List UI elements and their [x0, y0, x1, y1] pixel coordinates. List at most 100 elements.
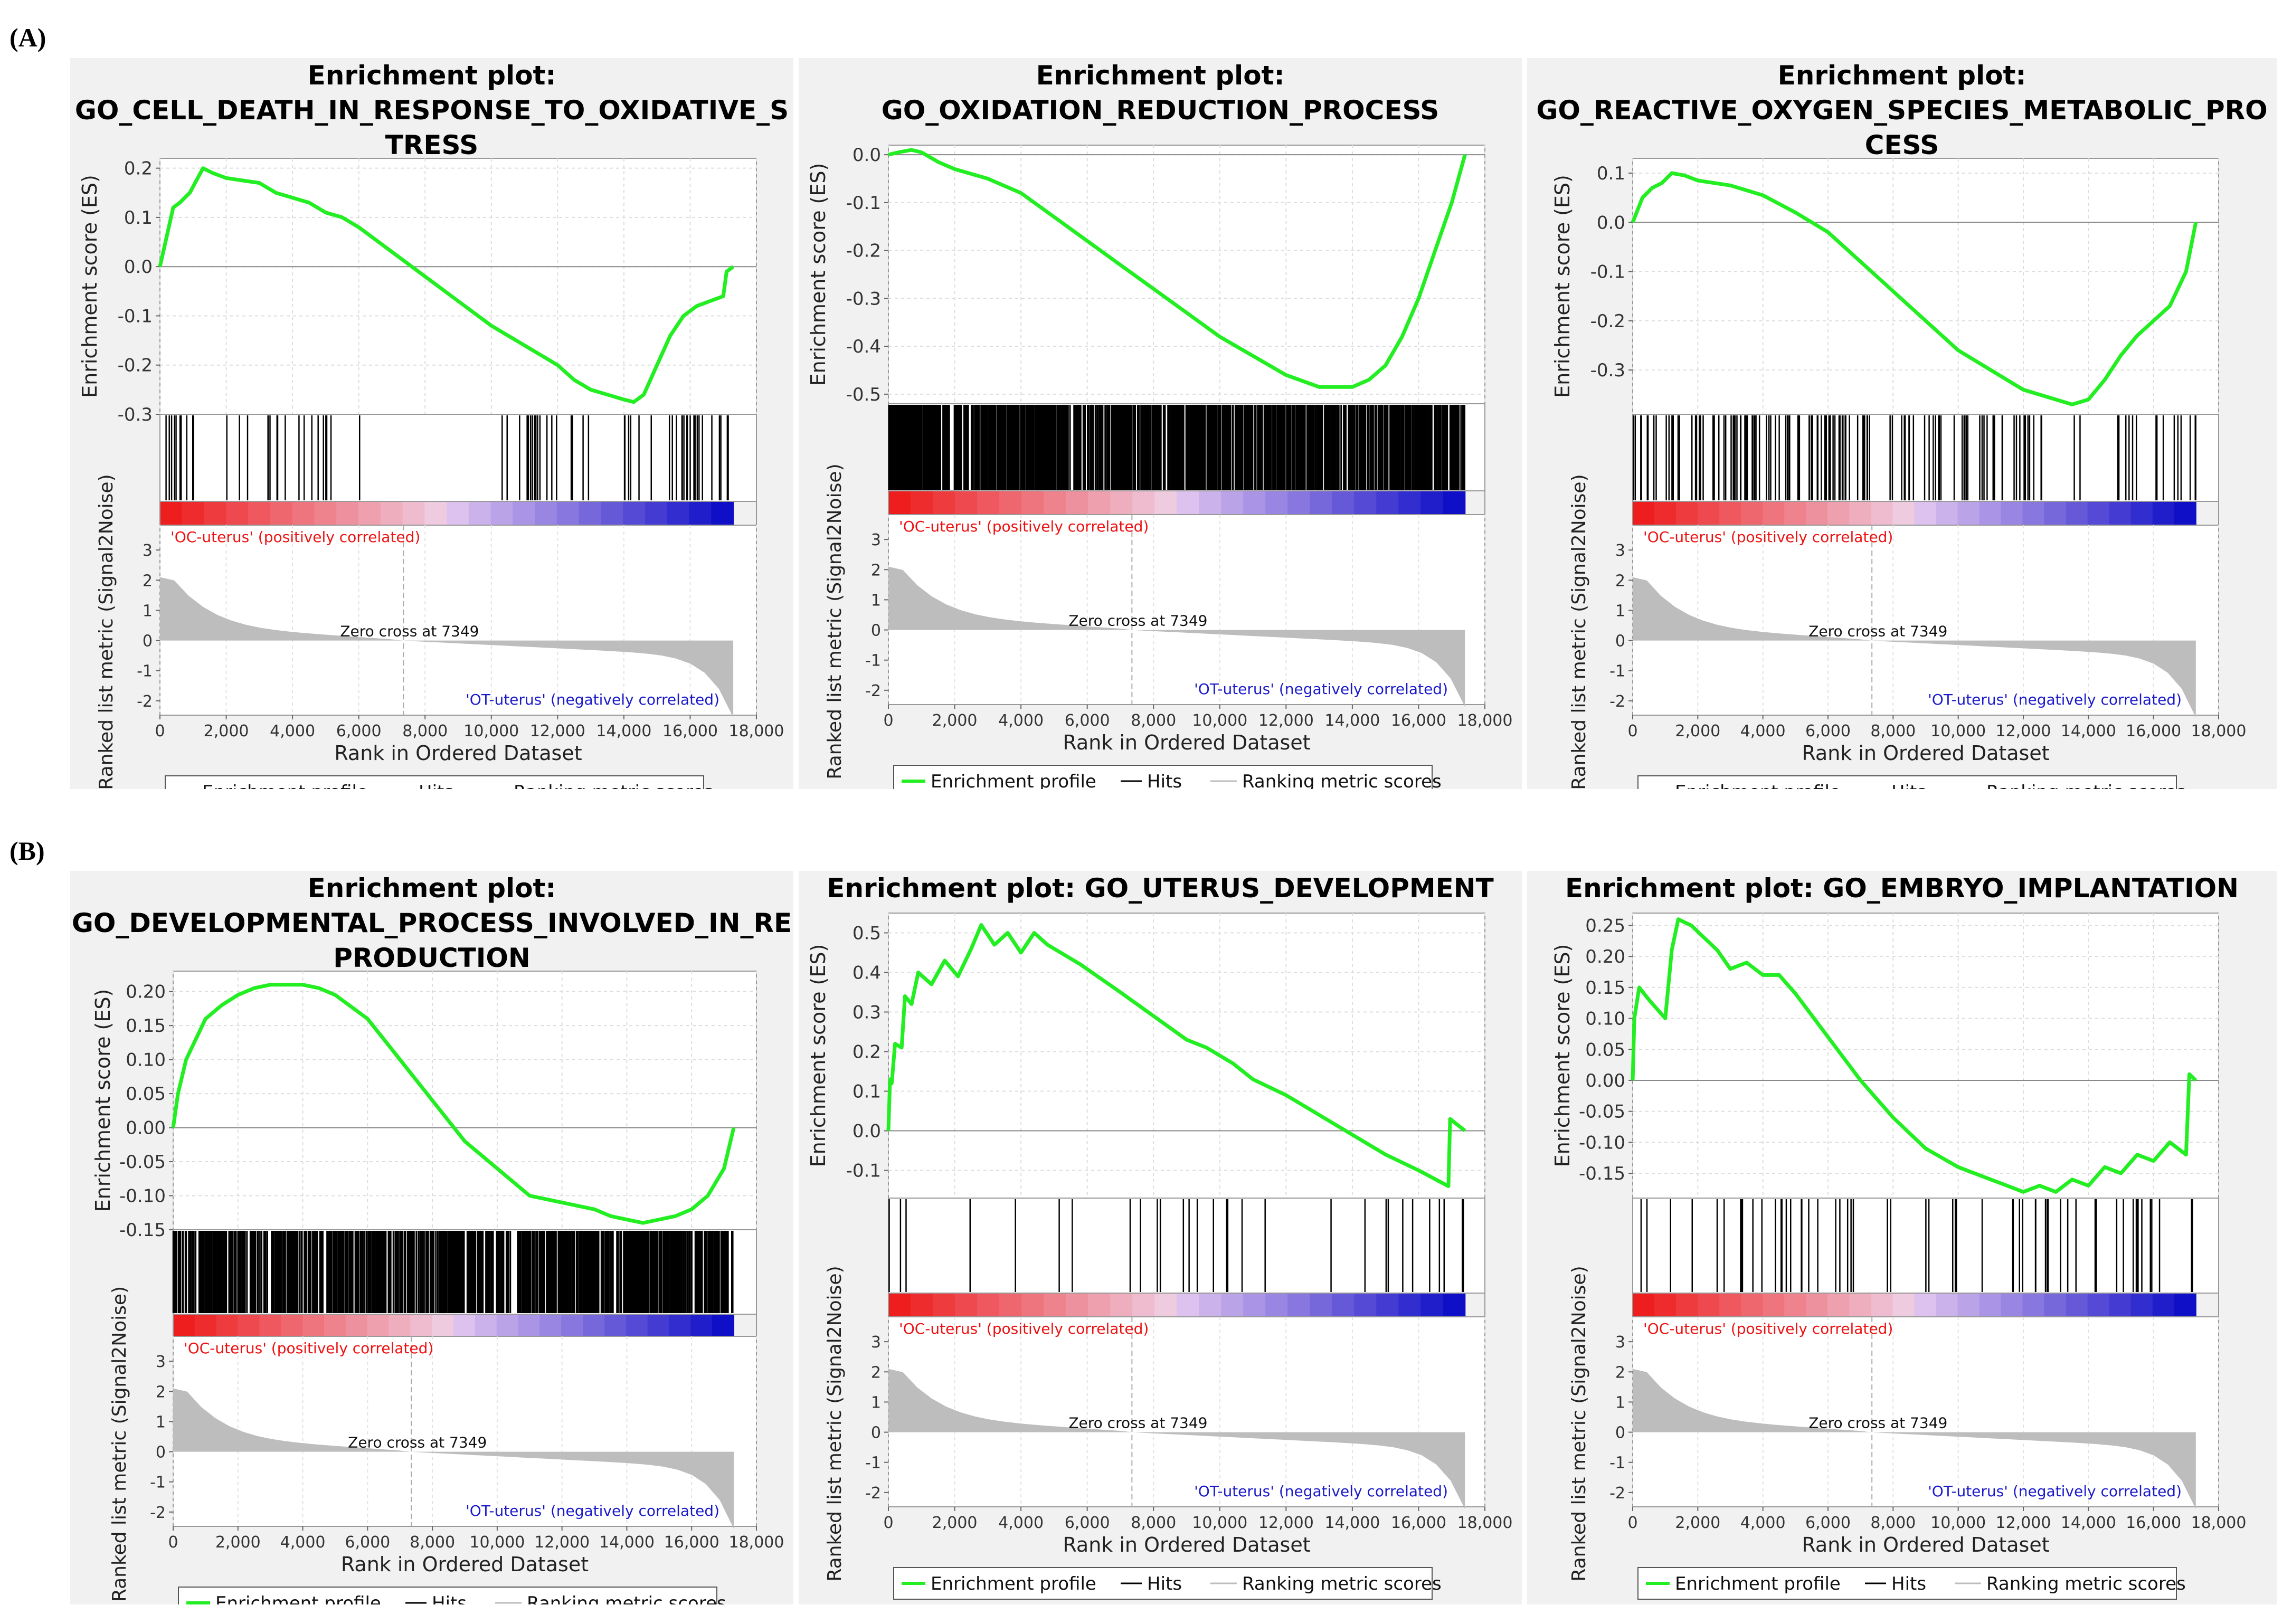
x-tick-label: 4,000 [1740, 1514, 1786, 1532]
color-bar-segment [2130, 501, 2153, 525]
color-bar-segment [314, 501, 337, 525]
es-plot-area [888, 145, 1485, 404]
color-bar-segment [336, 501, 359, 525]
color-bar-segment [1979, 501, 2002, 525]
hit-lines [888, 1199, 1464, 1292]
metric-tick-label: 2 [1615, 1363, 1625, 1382]
y-tick-label: -0.10 [1579, 1132, 1625, 1153]
chart-title: Enrichment plot: [308, 60, 556, 91]
legend-hits-label: Hits [432, 1593, 467, 1604]
x-tick-label: 16,000 [664, 1533, 719, 1552]
color-bar-segment [1088, 491, 1111, 515]
enrichment-plot-svg: Enrichment plot: GO_EMBRYO_IMPLANTATION 0… [1551, 873, 2246, 1600]
legend-box [893, 765, 1433, 789]
metric-tick-label: -2 [1609, 692, 1625, 711]
positive-correlation-label: 'OC-uterus' (positively correlated) [184, 1340, 433, 1357]
x-axis-label: Rank in Ordered Dataset [334, 742, 582, 765]
x-tick-label: 0 [1627, 722, 1637, 740]
legend-metric-label: Ranking metric scores [527, 1593, 726, 1604]
color-bar-segment [270, 501, 293, 525]
x-tick-label: 16,000 [2126, 1514, 2181, 1532]
legend-box [178, 1587, 717, 1604]
metric-tick-label: 3 [1615, 1333, 1625, 1352]
y-tick-label: 0.05 [126, 1084, 166, 1105]
enrichment-profile-line [1631, 917, 2198, 1194]
color-bar-segment [1914, 501, 1937, 525]
y-tick-label: 0.1 [124, 207, 153, 229]
color-bar-segment [690, 1314, 713, 1336]
y-tick-label: 0.2 [124, 158, 153, 179]
y-tick-label: -0.1 [846, 193, 881, 214]
chart-title: CESS [1865, 130, 1939, 160]
chart-title: GO_DEVELOPMENTAL_PROCESS_INVOLVED_IN_RE [72, 908, 792, 938]
y-tick-label: 0.20 [1585, 946, 1625, 967]
color-bar-segment [2087, 501, 2110, 525]
color-bar-segment [1154, 491, 1178, 515]
y-tick-label: 0.05 [1585, 1039, 1625, 1060]
color-bar-segment [1892, 1293, 1915, 1317]
chart-title: Enrichment plot: [1778, 60, 2026, 91]
x-tick-label: 2,000 [932, 1514, 978, 1532]
color-bar-segment [292, 501, 315, 525]
negative-correlation-label: 'OT-uterus' (negatively correlated) [1194, 680, 1448, 698]
legend-profile-label: Enrichment profile [931, 771, 1096, 789]
color-bar-segment [2174, 501, 2196, 525]
color-bar-segment [281, 1314, 304, 1336]
color-bar-segment [1398, 491, 1422, 515]
metric-area [888, 514, 1485, 705]
metric-area [1632, 1316, 2219, 1507]
color-bar-segment [2109, 501, 2132, 525]
enrichment-plot-svg: Enrichment plot: GO_UTERUS_DEVELOPMENT 0.… [807, 873, 1512, 1600]
color-bar-segment [1719, 1293, 1742, 1317]
color-bar-segment [579, 501, 602, 525]
y-tick-label: -0.05 [1579, 1101, 1625, 1123]
color-bar-segment [1979, 1293, 2002, 1317]
color-bar-segment [2087, 1293, 2110, 1317]
color-bar-segment [367, 1314, 390, 1336]
color-bar-segment [1420, 1293, 1444, 1317]
color-bar-segment [1784, 1293, 1807, 1317]
y-tick-label: -0.2 [118, 355, 153, 376]
color-bar-segment [358, 501, 381, 525]
x-tick-label: 14,000 [1324, 1514, 1380, 1532]
enrichment-profile-line [158, 166, 735, 404]
negative-correlation-label: 'OT-uterus' (negatively correlated) [466, 691, 719, 708]
color-bar-segment [647, 1314, 670, 1336]
color-bar-segment [1849, 1293, 1872, 1317]
x-tick-label: 16,000 [1391, 711, 1446, 730]
es-axis-label: Enrichment score (ES) [78, 175, 101, 398]
x-tick-label: 0 [168, 1533, 178, 1552]
x-tick-label: 12,000 [1996, 722, 2051, 740]
hits-area [1632, 414, 2219, 502]
color-bar-segment [1698, 1293, 1720, 1317]
enrichment-plot-svg: Enrichment plot: GO_REACTIVE_OXYGEN_SPECI… [1536, 60, 2268, 789]
hits-area [888, 1198, 1485, 1294]
color-bar-segment [1741, 501, 1764, 525]
metric-axis-label: Ranked list metric (Signal2Noise) [824, 1266, 846, 1581]
x-tick-label: 16,000 [662, 722, 718, 740]
color-bar-segment [626, 1314, 648, 1336]
color-bar-segment [645, 501, 668, 525]
y-tick-label: -0.5 [846, 384, 881, 405]
y-tick-label: -0.2 [846, 241, 881, 262]
color-bar-segment [453, 1314, 476, 1336]
color-bar-segment [1654, 501, 1677, 525]
chart-title: Enrichment plot: GO_UTERUS_DEVELOPMENT [827, 873, 1493, 904]
color-bar-segment [513, 501, 536, 525]
color-bar-segment [1066, 1293, 1089, 1317]
enrichment-plot-svg: Enrichment plot: GO_OXIDATION_REDUCTION_P… [807, 60, 1512, 789]
color-bar-segment [623, 501, 646, 525]
enrichment-plot-svg: Enrichment plot: GO_CELL_DEATH_IN_RESPONS… [75, 60, 789, 789]
metric-tick-label: -1 [865, 652, 881, 670]
hit-lines [1633, 415, 2196, 500]
ranking-color-bar [888, 1293, 1466, 1317]
ranking-color-bar [160, 501, 734, 525]
color-bar-segment [1021, 1293, 1045, 1317]
legend-profile-label: Enrichment profile [215, 1593, 381, 1604]
hit-lines [172, 1231, 734, 1313]
metric-tick-label: -1 [137, 662, 153, 681]
legend-profile-label: Enrichment profile [1675, 782, 1841, 789]
es-plot-area [159, 158, 757, 415]
color-bar-segment [888, 491, 912, 515]
color-bar-segment [911, 491, 934, 515]
